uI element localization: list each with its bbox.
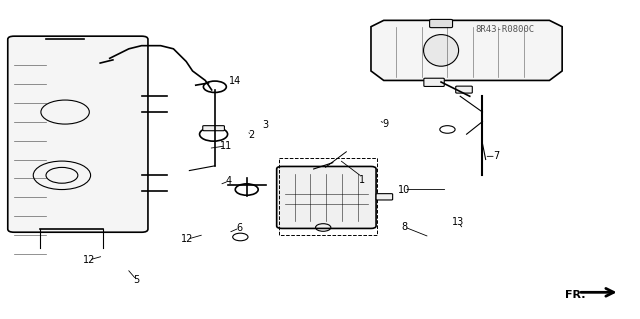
- Text: 6: 6: [237, 223, 243, 233]
- FancyBboxPatch shape: [456, 86, 472, 93]
- FancyBboxPatch shape: [203, 126, 225, 131]
- Text: 2: 2: [249, 130, 255, 140]
- FancyBboxPatch shape: [8, 36, 148, 232]
- Text: FR.: FR.: [565, 290, 586, 300]
- Ellipse shape: [424, 34, 459, 66]
- Text: 13: 13: [452, 217, 465, 227]
- Text: 3: 3: [263, 120, 269, 130]
- Text: 8: 8: [401, 222, 407, 232]
- FancyBboxPatch shape: [376, 194, 393, 200]
- Text: 7: 7: [493, 151, 499, 161]
- Text: 14: 14: [229, 76, 241, 86]
- FancyBboxPatch shape: [276, 167, 376, 228]
- Text: 12: 12: [83, 255, 95, 265]
- Text: 5: 5: [133, 275, 140, 285]
- Text: 4: 4: [226, 176, 232, 186]
- Text: 9: 9: [382, 119, 388, 129]
- Text: 1: 1: [359, 175, 365, 185]
- FancyBboxPatch shape: [424, 78, 444, 86]
- Text: 8R43-R0800C: 8R43-R0800C: [476, 25, 534, 34]
- Text: 11: 11: [220, 141, 232, 151]
- Text: 10: 10: [398, 184, 410, 195]
- Polygon shape: [371, 20, 562, 80]
- FancyBboxPatch shape: [429, 19, 452, 28]
- Text: 12: 12: [181, 234, 194, 244]
